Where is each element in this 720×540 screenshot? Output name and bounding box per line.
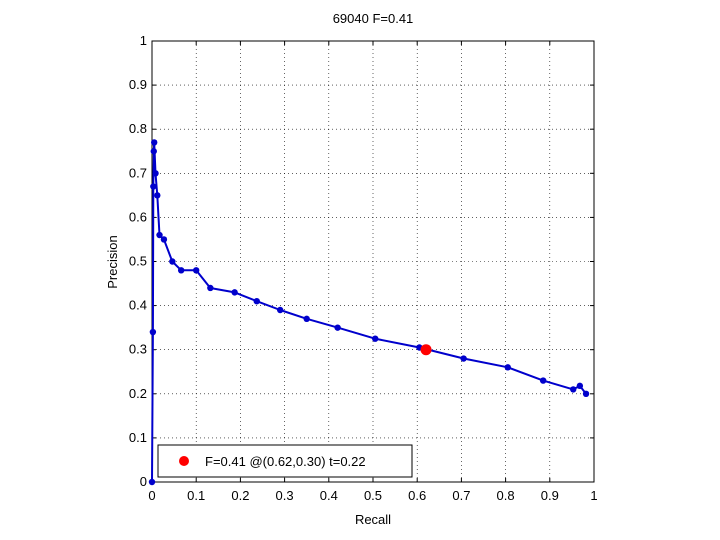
data-point	[193, 267, 200, 274]
legend: F=0.41 @(0.62,0.30) t=0.22	[157, 444, 413, 478]
x-axis-label: Recall	[355, 512, 391, 527]
y-axis-label: Precision	[105, 235, 120, 288]
y-tick-label: 0.4	[129, 298, 147, 313]
data-point	[372, 335, 379, 342]
grid	[152, 41, 594, 482]
pr-curve	[148, 139, 590, 486]
y-tick-label: 0.2	[129, 386, 147, 401]
legend-text: F=0.41 @(0.62,0.30) t=0.22	[205, 454, 366, 469]
data-point	[576, 382, 584, 390]
y-tick-label: 0.1	[129, 430, 147, 445]
data-point	[160, 236, 168, 243]
x-tick-label: 0.3	[276, 488, 294, 503]
y-tick-label: 0.9	[129, 77, 147, 92]
x-tick-label: 1	[590, 488, 597, 503]
data-point	[539, 377, 547, 384]
x-tick-label: 0.2	[231, 488, 249, 503]
data-point	[582, 390, 590, 397]
data-point	[149, 328, 157, 336]
best-f-point	[420, 344, 432, 356]
data-point	[253, 297, 260, 305]
x-tick-label: 0	[148, 488, 155, 503]
x-tick-label: 0.9	[541, 488, 559, 503]
data-point	[154, 192, 161, 199]
data-point	[156, 231, 163, 239]
y-tick-label: 0.8	[129, 121, 147, 136]
legend-marker	[179, 456, 189, 466]
axis-ticks: 0 0.1 0.2 0.3 0.4 0.5 0.6 0.7 0.8 0.9 1 0 0.1 0.2 0.3 0…	[129, 33, 598, 503]
chart-title: 69040 F=0.41	[333, 11, 414, 26]
y-tick-label: 0.6	[129, 209, 147, 224]
x-tick-label: 0.7	[452, 488, 470, 503]
data-point	[150, 148, 157, 155]
series-line	[151, 141, 587, 483]
y-tick-label: 0.5	[129, 254, 147, 269]
data-point	[152, 170, 159, 177]
data-point	[334, 324, 341, 331]
x-tick-label: 0.8	[497, 488, 515, 503]
data-point	[231, 289, 238, 296]
y-tick-label: 0	[140, 474, 147, 489]
data-point	[151, 139, 158, 146]
y-tick-label: 0.3	[129, 342, 147, 357]
data-point	[303, 315, 310, 323]
data-point	[169, 258, 176, 265]
data-point	[150, 183, 157, 190]
x-tick-label: 0.4	[320, 488, 338, 503]
data-point	[504, 364, 512, 371]
data-point	[460, 355, 467, 362]
data-point	[207, 284, 214, 292]
y-tick-label: 0.7	[129, 165, 147, 180]
x-tick-label: 0.1	[187, 488, 205, 503]
y-tick-label: 1	[140, 33, 147, 48]
x-tick-label: 0.5	[364, 488, 382, 503]
data-point	[177, 267, 185, 274]
data-point	[570, 386, 577, 393]
data-point	[276, 306, 284, 314]
data-point	[148, 478, 156, 486]
x-tick-label: 0.6	[408, 488, 426, 503]
legend-box	[157, 444, 413, 478]
